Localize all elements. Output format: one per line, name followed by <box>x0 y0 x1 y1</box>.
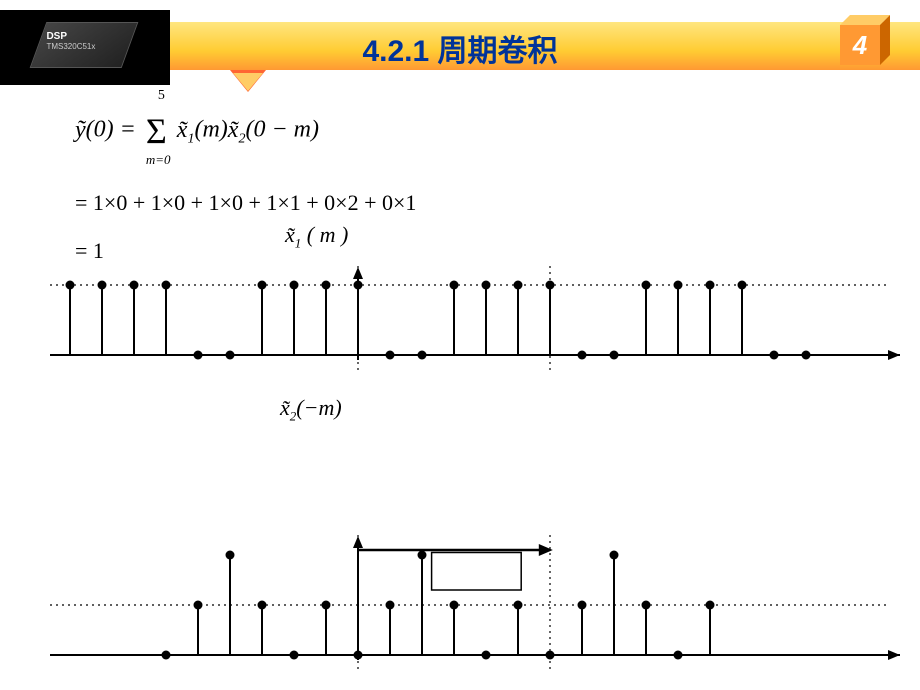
chapter-cube: 4 <box>840 15 890 65</box>
page-title: 4.2.1 周期卷积 <box>0 26 920 70</box>
plot1-label: x̃1 ( m ) <box>285 222 348 251</box>
chapter-number: 4 <box>840 25 880 65</box>
formula-line2: = 1×0 + 1×0 + 1×0 + 1×1 + 0×2 + 0×1 <box>75 190 416 216</box>
down-arrow-icon <box>230 70 266 92</box>
plot2 <box>0 420 920 685</box>
formula-line1: ỹ(0) = 5 Σ m=0 x̃1(m)x̃2(0 − m) <box>75 110 319 152</box>
plot1 <box>0 250 920 385</box>
